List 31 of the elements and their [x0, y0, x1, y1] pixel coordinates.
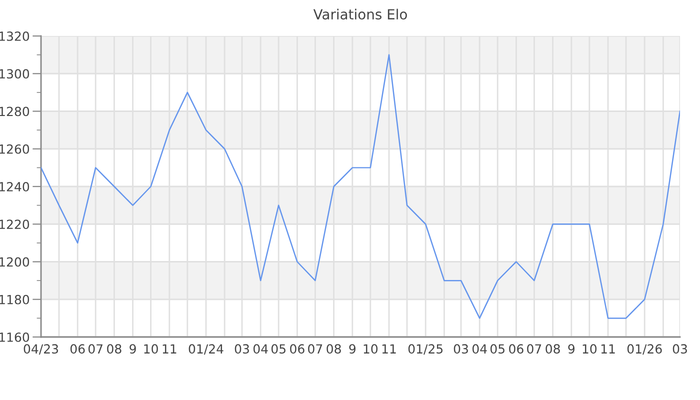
x-tick-label: 11 [601, 344, 615, 354]
x-tick-label: 06 [70, 344, 85, 354]
x-tick-label: 04 [472, 344, 487, 354]
x-tick-label: 03 [672, 344, 687, 354]
x-tick-label: 01/25 [408, 344, 443, 355]
x-tick-label: 11 [382, 344, 396, 354]
x-tick-label: 01/26 [627, 344, 662, 355]
x-tick-label: 9 [568, 344, 574, 354]
x-tick-label: 06 [509, 344, 524, 354]
x-tick-label: 10 [144, 344, 158, 354]
chart-title: Variations Elo [313, 8, 407, 20]
x-tick-label: 9 [349, 344, 356, 354]
x-tick-label: 04/23 [24, 344, 58, 355]
x-tick-label: 07 [88, 344, 102, 354]
x-tick-label: 11 [162, 344, 176, 354]
x-tick-label: 07 [527, 344, 542, 354]
x-tick-label: 10 [582, 344, 597, 354]
line-series [41, 54, 680, 319]
x-tick-label: 07 [308, 344, 322, 354]
x-tick-label: 08 [546, 344, 560, 354]
x-tick-label: 03 [234, 344, 249, 354]
x-tick-label: 05 [490, 344, 504, 354]
x-tick-label: 05 [271, 344, 286, 354]
x-tick-label: 04 [253, 344, 268, 354]
x-tick-label: 06 [290, 344, 304, 354]
x-tick-label: 08 [107, 344, 122, 354]
x-tick-label: 01/24 [188, 344, 224, 355]
x-tick-label: 03 [454, 344, 468, 354]
x-tick-label: 9 [130, 344, 136, 354]
x-tick-label: 10 [364, 344, 378, 354]
x-tick-label: 08 [326, 344, 341, 354]
